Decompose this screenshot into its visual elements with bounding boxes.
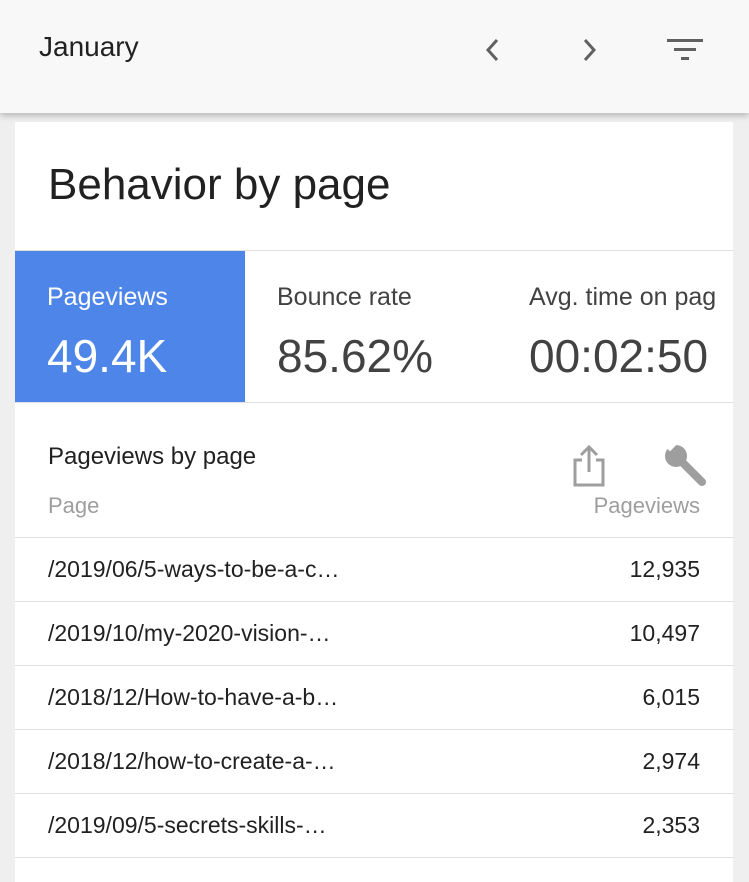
row-page-path: /2019/09/5-secrets-skills-… [48, 812, 327, 838]
metric-bounce-rate[interactable]: Bounce rate 85.62% [245, 251, 497, 402]
customize-button[interactable] [660, 440, 710, 490]
next-month-button[interactable] [569, 30, 609, 70]
metric-value: 00:02:50 [529, 330, 709, 382]
behavior-by-page-card: Behavior by page Pageviews 49.4K Bounce … [15, 122, 733, 882]
column-header-page: Page [48, 493, 100, 518]
previous-month-button[interactable] [473, 30, 513, 70]
row-pageviews: 2,353 [642, 812, 700, 838]
row-pageviews: 12,935 [629, 556, 700, 582]
row-page-path: /2018/12/How-to-have-a-b… [48, 684, 339, 710]
filter-button[interactable] [665, 30, 705, 70]
table-row[interactable]: /2018/12/How-to-have-a-b… 6,015 [15, 665, 733, 729]
metric-pageviews[interactable]: Pageviews 49.4K [15, 251, 245, 402]
section-title: Pageviews by page [48, 443, 257, 470]
metric-value: 85.62% [277, 330, 434, 382]
row-pageviews: 2,974 [642, 748, 700, 774]
wrench-icon [663, 442, 706, 486]
metric-label: Pageviews [47, 283, 168, 311]
table-row[interactable]: /2018/12/how-to-create-a-… 2,974 [15, 729, 733, 793]
metric-avg-time-on-page[interactable]: Avg. time on pag 00:02:50 [497, 251, 733, 402]
row-pageviews: 6,015 [642, 684, 700, 710]
metric-label: Bounce rate [277, 283, 412, 311]
row-page-path: /2019/10/my-2020-vision-… [48, 620, 331, 646]
row-pageviews: 10,497 [629, 620, 700, 646]
top-app-bar: January [0, 0, 749, 113]
table-row[interactable]: /2019/09/5-secrets-skills-… 2,353 [15, 793, 733, 857]
column-header-pageviews[interactable]: Pageviews [593, 493, 700, 518]
metric-label: Avg. time on pag [529, 283, 717, 311]
card-title: Behavior by page [48, 160, 391, 209]
share-button[interactable] [564, 440, 614, 490]
table-row[interactable]: /2019/06/5-ways-to-be-a-c… 12,935 [15, 537, 733, 601]
table-row[interactable]: /2019/10/my-2020-vision-… 10,497 [15, 601, 733, 665]
chevron-right-icon [583, 38, 597, 62]
metrics-strip: Pageviews 49.4K Bounce rate 85.62% Avg. … [15, 250, 733, 403]
table-row-divider [15, 857, 733, 882]
month-label[interactable]: January [39, 31, 139, 62]
filter-icon [667, 39, 703, 60]
share-icon [573, 444, 605, 487]
row-page-path: /2019/06/5-ways-to-be-a-c… [48, 556, 340, 582]
chevron-left-icon [485, 38, 499, 62]
row-page-path: /2018/12/how-to-create-a-… [48, 748, 336, 774]
pageviews-table: /2019/06/5-ways-to-be-a-c… 12,935 /2019/… [15, 537, 733, 882]
metric-value: 49.4K [47, 330, 168, 382]
